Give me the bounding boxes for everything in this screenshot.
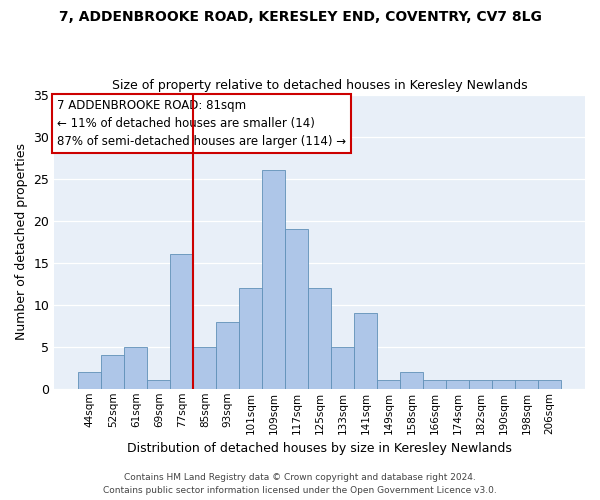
Bar bbox=[377, 380, 400, 389]
Bar bbox=[170, 254, 193, 389]
Bar bbox=[193, 346, 216, 389]
Bar bbox=[124, 346, 148, 389]
Bar bbox=[354, 313, 377, 389]
Title: Size of property relative to detached houses in Keresley Newlands: Size of property relative to detached ho… bbox=[112, 79, 527, 92]
Bar bbox=[423, 380, 446, 389]
Text: 7, ADDENBROOKE ROAD, KERESLEY END, COVENTRY, CV7 8LG: 7, ADDENBROOKE ROAD, KERESLEY END, COVEN… bbox=[59, 10, 541, 24]
Bar bbox=[469, 380, 492, 389]
Y-axis label: Number of detached properties: Number of detached properties bbox=[15, 143, 28, 340]
Bar bbox=[79, 372, 101, 389]
Text: 7 ADDENBROOKE ROAD: 81sqm
← 11% of detached houses are smaller (14)
87% of semi-: 7 ADDENBROOKE ROAD: 81sqm ← 11% of detac… bbox=[57, 99, 346, 148]
Bar bbox=[331, 346, 354, 389]
Bar bbox=[538, 380, 561, 389]
Bar bbox=[262, 170, 285, 389]
Text: Contains HM Land Registry data © Crown copyright and database right 2024.
Contai: Contains HM Land Registry data © Crown c… bbox=[103, 474, 497, 495]
Bar bbox=[216, 322, 239, 389]
Bar bbox=[308, 288, 331, 389]
Bar bbox=[492, 380, 515, 389]
Bar bbox=[101, 355, 124, 389]
Bar bbox=[239, 288, 262, 389]
X-axis label: Distribution of detached houses by size in Keresley Newlands: Distribution of detached houses by size … bbox=[127, 442, 512, 455]
Bar bbox=[148, 380, 170, 389]
Bar bbox=[285, 229, 308, 389]
Bar bbox=[400, 372, 423, 389]
Bar bbox=[515, 380, 538, 389]
Bar bbox=[446, 380, 469, 389]
